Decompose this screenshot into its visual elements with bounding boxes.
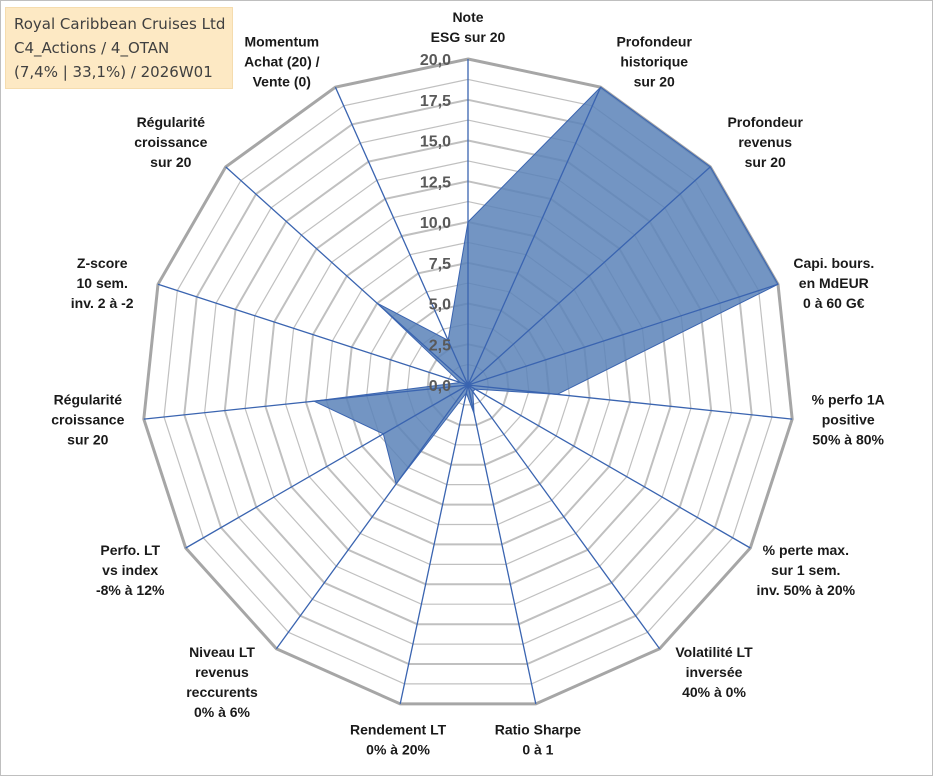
axis-label: Régularité croissance sur 20 (51, 392, 124, 448)
chart-subtitle-category: C4_Actions / 4_OTAN (14, 39, 170, 57)
axis-label: % perfo 1A positive 50% à 80% (812, 392, 885, 448)
axis-label: Momentum Achat (20) / Vente (0) (244, 34, 320, 90)
axis-label: Perfo. LT vs index -8% à 12% (96, 542, 165, 598)
axis-label: Profondeur historique sur 20 (616, 34, 692, 90)
tick-label: 5,0 (429, 297, 451, 314)
axis-spoke (157, 283, 469, 386)
axis-label: Régularité croissance sur 20 (134, 114, 207, 170)
axis-spoke (467, 384, 751, 549)
axis-label: % perte max. sur 1 sem. inv. 50% à 20% (757, 542, 856, 598)
chart-title: Royal Caribbean Cruises Ltd (14, 15, 226, 33)
axis-label: Niveau LT revenus reccurents 0% à 6% (186, 644, 258, 720)
axis-spoke (185, 384, 469, 549)
axis-spoke (334, 86, 469, 386)
spoke-layer (143, 59, 793, 705)
tick-label: 0,0 (429, 378, 451, 395)
axis-label: Note ESG sur 20 (431, 9, 506, 45)
axis-spoke (275, 384, 469, 650)
tick-layer: 0,0 2,5 5,0 7,5 10,0 12,5 15,0 17,5 20,0 (420, 52, 451, 395)
axis-label: Rendement LT 0% à 20% (350, 722, 447, 758)
axis-spoke (467, 166, 711, 386)
axis-spoke (467, 86, 602, 386)
axis-label: Z-score 10 sem. inv. 2 à -2 (71, 255, 134, 311)
tick-label: 12,5 (420, 174, 451, 191)
axis-label: Capi. bours. en MdEUR 0 à 60 G€ (793, 255, 874, 311)
label-layer: Note ESG sur 20 Profondeur historique sur 20… (51, 9, 885, 758)
axis-label: Volatilité LT inversée 40% à 0% (675, 644, 753, 700)
axis-label: Profondeur revenus sur 20 (727, 114, 803, 170)
axis-spoke (467, 384, 793, 420)
tick-label: 7,5 (429, 256, 451, 273)
tick-label: 17,5 (420, 93, 451, 110)
axis-spoke (225, 166, 469, 386)
axis-label: Ratio Sharpe 0 à 1 (495, 722, 582, 758)
axis-spoke (399, 384, 469, 705)
series-area (312, 86, 779, 486)
axis-spoke (467, 384, 661, 650)
chart-title-box: Royal Caribbean Cruises Ltd C4_Actions /… (5, 7, 233, 89)
series-layer (312, 86, 779, 486)
tick-label: 10,0 (420, 215, 451, 232)
tick-label: 2,5 (429, 337, 451, 354)
tick-label: 20,0 (420, 52, 451, 69)
axis-spoke (143, 384, 469, 420)
tick-label: 15,0 (420, 134, 451, 151)
axis-spoke (467, 283, 779, 386)
axis-spoke (467, 384, 537, 705)
chart-subtitle-stats: (7,4% | 33,1%) / 2026W01 (14, 63, 213, 81)
